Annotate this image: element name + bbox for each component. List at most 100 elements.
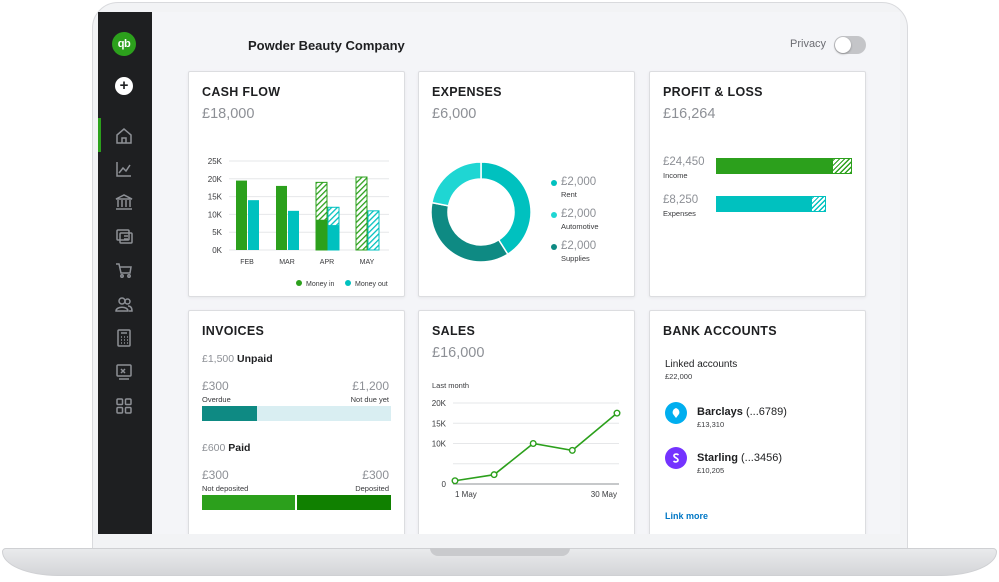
y-tick-label: 15K bbox=[432, 419, 447, 428]
not-deposited-label: Not deposited bbox=[202, 484, 249, 493]
sales-point bbox=[568, 446, 576, 454]
paid-amount: £600 bbox=[202, 442, 226, 454]
barclays-eagle-icon bbox=[665, 402, 687, 424]
active-nav-indicator bbox=[98, 118, 101, 152]
unpaid-label: Unpaid bbox=[237, 353, 273, 365]
invoices-card[interactable]: INVOICES £1,500 Unpaid £300 Overdue £1,2… bbox=[188, 310, 405, 534]
legend-dot-money-out bbox=[345, 280, 351, 286]
money-in-bar bbox=[236, 180, 247, 250]
overdue-amount: £300 bbox=[202, 379, 229, 393]
bank-accounts-card[interactable]: BANK ACCOUNTS Linked accounts £22,000 Ba… bbox=[649, 310, 866, 534]
link-more-link[interactable]: Link more bbox=[665, 511, 709, 521]
donut-slice-automotive bbox=[430, 201, 509, 263]
legend-dot-money-in bbox=[296, 280, 302, 286]
linked-accounts-total: £22,000 bbox=[665, 372, 693, 381]
privacy-label: Privacy bbox=[790, 38, 827, 50]
left-sidebar: qb + bbox=[98, 12, 152, 534]
linked-accounts-label: Linked accounts bbox=[665, 359, 738, 370]
bank-balance: £10,205 bbox=[697, 466, 725, 475]
money-out-bar bbox=[288, 210, 299, 250]
expenses-amount: £6,000 bbox=[432, 106, 477, 122]
income-amount: £24,450 bbox=[663, 156, 705, 168]
y-tick-label: 15K bbox=[208, 193, 223, 202]
overdue-bar bbox=[202, 406, 257, 421]
x-tick-label: APR bbox=[320, 259, 334, 266]
money-out-bar bbox=[328, 225, 339, 250]
y-tick-label: 0 bbox=[442, 480, 447, 489]
unpaid-amount: £1,500 bbox=[202, 353, 235, 365]
legend-dot bbox=[551, 212, 557, 218]
legend-label: Supplies bbox=[561, 254, 590, 263]
cash-flow-card[interactable]: CASH FLOW £18,000 25K 20K 15K 10K 5K 0K FEB MAR… bbox=[188, 71, 405, 297]
not-deposited-amount: £300 bbox=[202, 468, 229, 482]
overdue-label: Overdue bbox=[202, 395, 231, 404]
legend-label-money-in: Money in bbox=[306, 281, 335, 288]
y-tick-label: 5K bbox=[212, 228, 222, 237]
expenses-donut-chart bbox=[430, 161, 532, 263]
y-tick-label: 10K bbox=[432, 440, 447, 449]
unpaid-summary: £1,500 Unpaid bbox=[202, 353, 273, 365]
contacts-icon[interactable] bbox=[114, 294, 134, 314]
profit-loss-card[interactable]: PROFIT & LOSS £16,264 £24,450 Income £8,… bbox=[649, 71, 866, 297]
sales-icon[interactable] bbox=[114, 226, 134, 246]
sales-point bbox=[451, 477, 459, 485]
y-tick-label: 20K bbox=[208, 175, 223, 184]
y-tick-label: 25K bbox=[208, 157, 223, 166]
legend-amount: £2,000 bbox=[561, 208, 597, 220]
sales-line-chart: 20K 15K 10K 0 1 May 30 May bbox=[432, 399, 621, 499]
card-title: SALES bbox=[432, 324, 476, 338]
not-due-amount: £1,200 bbox=[352, 379, 389, 393]
bank-suffix: (...6789) bbox=[745, 406, 787, 418]
tax-icon[interactable] bbox=[114, 362, 134, 382]
apps-grid-icon[interactable] bbox=[114, 396, 134, 416]
money-out-bar bbox=[248, 200, 259, 250]
new-button[interactable]: + bbox=[115, 77, 133, 95]
bank-account-starling[interactable]: Starling (...3456) bbox=[697, 452, 782, 464]
privacy-toggle[interactable] bbox=[834, 36, 866, 54]
profit-loss-amount: £16,264 bbox=[663, 106, 716, 122]
bank-balance: £13,310 bbox=[697, 420, 725, 429]
expenses-cart-icon[interactable] bbox=[114, 260, 134, 280]
money-out-bar bbox=[367, 210, 380, 251]
y-tick-label: 20K bbox=[432, 399, 447, 408]
bank-name: Starling bbox=[697, 452, 738, 464]
calculator-icon[interactable] bbox=[114, 328, 134, 348]
privacy-toggle-knob bbox=[835, 37, 851, 53]
money-in-bar bbox=[355, 176, 368, 251]
chart-icon[interactable] bbox=[114, 159, 134, 179]
y-tick-label: 0K bbox=[212, 246, 222, 255]
bank-icon[interactable] bbox=[114, 192, 134, 212]
expenses-card[interactable]: EXPENSES £6,000 £2,000 Rent £2,000 Autom… bbox=[418, 71, 635, 297]
sales-amount: £16,000 bbox=[432, 345, 485, 361]
sales-point bbox=[613, 409, 621, 417]
legend-dot bbox=[551, 180, 557, 186]
sales-point bbox=[529, 439, 537, 447]
home-icon[interactable] bbox=[114, 126, 134, 146]
bank-account-barclays[interactable]: Barclays (...6789) bbox=[697, 406, 787, 418]
y-tick-label: 10K bbox=[208, 210, 223, 219]
deposited-amount: £300 bbox=[362, 468, 389, 482]
bank-suffix: (...3456) bbox=[741, 452, 782, 464]
card-title: EXPENSES bbox=[432, 85, 502, 99]
income-label: Income bbox=[663, 171, 688, 180]
money-in-bar bbox=[276, 185, 287, 250]
paid-summary: £600 Paid bbox=[202, 442, 250, 454]
sales-card[interactable]: SALES £16,000 Last month 20K 15K 10K 0 1 May… bbox=[418, 310, 635, 534]
x-tick-label: 1 May bbox=[455, 490, 477, 499]
card-title: BANK ACCOUNTS bbox=[663, 324, 777, 338]
quickbooks-logo-icon[interactable]: qb bbox=[112, 32, 136, 56]
legend-dot bbox=[551, 244, 557, 250]
x-tick-label: MAR bbox=[279, 259, 295, 266]
bank-name: Barclays bbox=[697, 406, 743, 418]
laptop-notch bbox=[430, 548, 570, 556]
card-title: INVOICES bbox=[202, 324, 265, 338]
not-deposited-bar bbox=[202, 495, 297, 510]
cash-flow-amount: £18,000 bbox=[202, 106, 255, 122]
money-in-bar bbox=[316, 219, 327, 250]
expenses-bar bbox=[716, 196, 813, 212]
donut-slice-supplies bbox=[431, 161, 482, 207]
paid-label: Paid bbox=[228, 442, 251, 454]
app-screen: qb + Powder Beauty Company bbox=[98, 12, 900, 534]
income-bar bbox=[716, 158, 833, 174]
legend-amount: £2,000 bbox=[561, 240, 597, 252]
